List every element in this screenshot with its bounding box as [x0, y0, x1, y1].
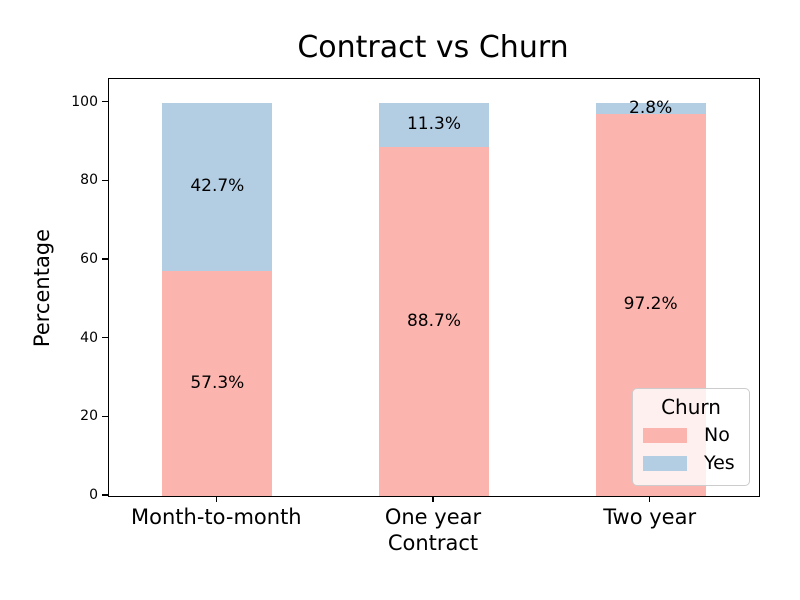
x-tick-label: One year	[384, 505, 482, 529]
x-axis-tick	[649, 496, 651, 502]
y-axis-tick	[102, 494, 108, 496]
y-axis-label: Percentage	[30, 228, 54, 348]
bar-value-label: 42.7%	[190, 176, 245, 197]
y-tick-label: 40	[80, 329, 98, 346]
legend-label-yes: Yes	[704, 452, 735, 474]
legend-swatch-no-icon	[643, 428, 687, 443]
x-tick-label: Two year	[603, 505, 697, 529]
bar-value-label: 11.3%	[406, 114, 461, 135]
bar-segment-no: 57.3%	[162, 270, 273, 496]
bar-value-label: 57.3%	[190, 372, 245, 393]
bar-value-label: 88.7%	[406, 311, 461, 332]
chart-title: Contract vs Churn	[297, 30, 569, 65]
bar-segment-yes: 42.7%	[162, 102, 273, 271]
y-tick-label: 80	[80, 172, 98, 189]
y-tick-label: 100	[71, 93, 98, 110]
y-tick-label: 0	[89, 487, 98, 503]
bar-segment-yes: 11.3%	[379, 102, 489, 148]
legend-title: Churn	[661, 395, 721, 419]
plot-area: Churn No Yes 57.3% 42.7% 88.7% 11.3% 97.2% 2.…	[108, 78, 760, 497]
y-tick-label: 60	[80, 250, 98, 267]
x-axis-tick	[215, 496, 217, 502]
legend: Churn No Yes	[632, 388, 750, 486]
bar-value-label: 97.2%	[623, 294, 678, 315]
y-tick-label: 20	[80, 408, 98, 425]
legend-swatch-yes-icon	[643, 456, 687, 471]
y-axis-tick	[102, 101, 108, 103]
y-axis-tick	[102, 337, 108, 339]
y-axis-tick	[102, 415, 108, 417]
bar-value-label: 2.8%	[629, 97, 673, 118]
bar-segment-yes: 2.8%	[595, 97, 706, 118]
legend-label-no: No	[704, 424, 730, 446]
x-axis-tick	[432, 496, 434, 502]
y-axis-tick	[102, 179, 108, 181]
legend-entry-yes: Yes	[643, 454, 749, 473]
y-axis-tick	[102, 258, 108, 260]
bar-segment-no: 88.7%	[379, 147, 489, 496]
x-axis-label: Contract	[387, 531, 479, 555]
x-tick-label: Month-to-month	[131, 505, 302, 529]
legend-entry-no: No	[643, 426, 749, 445]
